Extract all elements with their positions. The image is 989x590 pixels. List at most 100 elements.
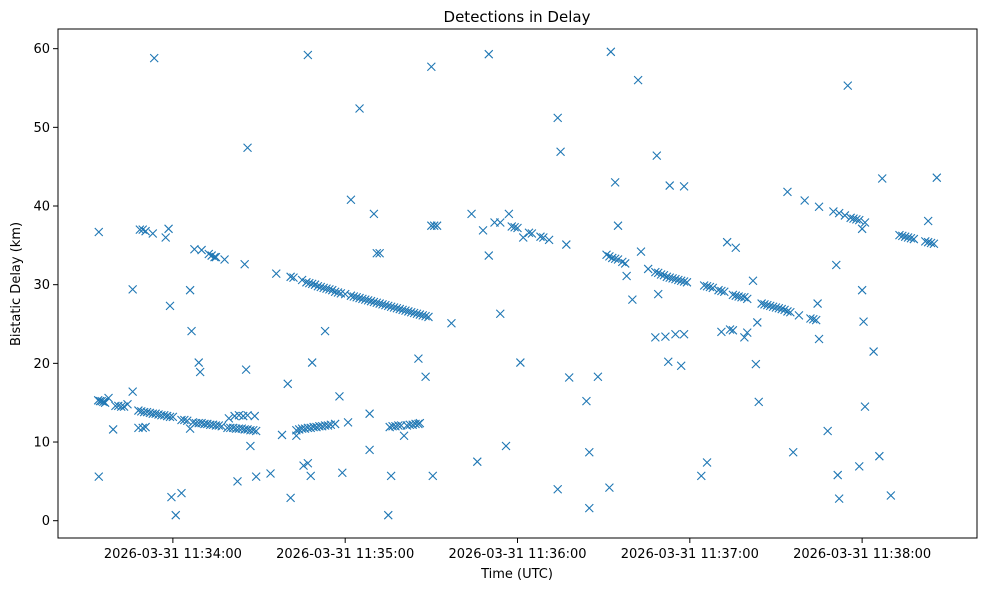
chart-title: Detections in Delay xyxy=(444,8,591,26)
y-tick-label-1: 10 xyxy=(33,436,50,451)
x-axis-label: Time (UTC) xyxy=(480,567,553,582)
data-point-168 xyxy=(286,493,296,503)
y-tick-label-2: 20 xyxy=(33,357,50,372)
data-point-235 xyxy=(661,332,670,341)
data-point-38 xyxy=(217,421,227,431)
data-point-226 xyxy=(610,178,620,187)
data-point-337 xyxy=(906,233,916,243)
data-point-342 xyxy=(929,239,939,249)
data-point-311 xyxy=(833,470,843,480)
data-point-270 xyxy=(731,291,741,301)
y-axis-label: Bistatic Delay (km) xyxy=(9,222,24,346)
data-point-321 xyxy=(886,491,896,500)
data-point-131 xyxy=(403,307,413,316)
data-point-116 xyxy=(360,295,370,305)
data-point-93 xyxy=(271,269,281,279)
data-point-120 xyxy=(372,298,382,308)
data-point-219 xyxy=(564,373,574,382)
data-point-88 xyxy=(243,143,252,153)
data-point-76 xyxy=(190,244,199,254)
y-tick-label-4: 40 xyxy=(33,200,50,215)
data-point-220 xyxy=(582,396,591,406)
data-point-74 xyxy=(185,285,195,295)
data-point-339 xyxy=(920,237,930,246)
data-point-302 xyxy=(754,397,764,407)
data-point-275 xyxy=(757,299,766,308)
data-point-261 xyxy=(682,277,692,287)
data-point-91 xyxy=(266,469,275,478)
data-point-123 xyxy=(381,300,390,310)
data-point-127 xyxy=(392,303,402,313)
data-point-250 xyxy=(650,267,660,277)
data-point-165 xyxy=(399,431,409,441)
data-point-124 xyxy=(383,301,393,311)
data-point-138 xyxy=(424,312,433,322)
data-point-205 xyxy=(507,222,517,231)
data-point-96 xyxy=(297,275,307,285)
data-point-72 xyxy=(171,510,181,520)
data-point-208 xyxy=(515,358,525,367)
data-point-191 xyxy=(426,62,436,72)
y-tick-label-5: 50 xyxy=(33,121,50,136)
data-point-82 xyxy=(210,252,219,262)
data-point-282 xyxy=(777,304,787,314)
data-point-260 xyxy=(679,277,689,286)
data-point-213 xyxy=(538,233,548,242)
data-point-98 xyxy=(304,278,314,288)
x-tick-label-0: 2026-03-31 11:34:00 xyxy=(104,547,242,562)
data-point-121 xyxy=(375,299,385,308)
data-point-73 xyxy=(177,488,186,498)
data-point-293 xyxy=(722,237,732,247)
data-point-71 xyxy=(167,492,176,502)
data-point-182 xyxy=(372,248,382,258)
data-point-89 xyxy=(246,441,255,451)
data-point-248 xyxy=(617,257,627,267)
data-point-78 xyxy=(195,367,205,377)
data-point-296 xyxy=(731,243,741,253)
data-point-50 xyxy=(224,414,234,423)
x-axis-ticks: 2026-03-31 11:34:00 2026-03-31 11:35:00 20… xyxy=(104,538,931,562)
data-point-223 xyxy=(593,372,603,382)
data-point-192 xyxy=(428,471,438,481)
data-point-221 xyxy=(584,447,594,457)
data-point-322 xyxy=(923,216,933,226)
data-point-69 xyxy=(164,224,173,234)
data-point-90 xyxy=(251,472,261,482)
data-point-65 xyxy=(138,225,148,234)
data-point-67 xyxy=(148,229,158,238)
data-point-80 xyxy=(204,249,214,259)
data-point-333 xyxy=(895,230,904,240)
data-point-136 xyxy=(418,310,428,320)
data-point-24 xyxy=(168,412,178,422)
data-point-314 xyxy=(854,462,864,471)
data-point-212 xyxy=(536,232,545,242)
data-point-68 xyxy=(161,233,171,242)
data-point-193 xyxy=(447,318,456,328)
data-point-232 xyxy=(650,333,660,342)
data-point-330 xyxy=(854,215,864,225)
data-point-48 xyxy=(248,425,258,435)
data-point-173 xyxy=(307,358,317,367)
data-point-329 xyxy=(851,214,861,224)
data-point-247 xyxy=(613,255,623,264)
data-point-54 xyxy=(243,410,252,420)
data-point-300 xyxy=(751,359,761,369)
data-point-255 xyxy=(665,273,675,282)
data-point-301 xyxy=(752,318,762,327)
data-point-318 xyxy=(869,347,879,356)
data-point-55 xyxy=(250,411,260,421)
data-point-257 xyxy=(671,274,680,284)
data-point-152 xyxy=(330,419,340,429)
data-point-87 xyxy=(241,365,251,375)
data-point-274 xyxy=(742,294,752,304)
data-point-253 xyxy=(659,270,669,280)
data-point-263 xyxy=(702,281,712,291)
data-point-199 xyxy=(484,49,494,59)
data-point-258 xyxy=(673,275,683,285)
data-point-166 xyxy=(277,430,287,440)
data-point-331 xyxy=(857,224,867,234)
data-point-183 xyxy=(375,248,385,258)
y-tick-label-0: 0 xyxy=(42,514,50,529)
data-point-117 xyxy=(363,296,373,305)
